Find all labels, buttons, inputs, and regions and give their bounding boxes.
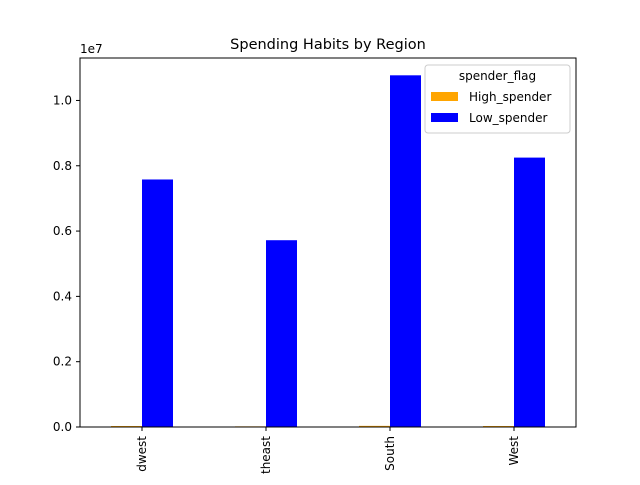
legend-label-1: Low_spender <box>469 111 547 125</box>
x-tick-label-3: West <box>507 436 521 466</box>
y-axis-offset-label: 1e7 <box>80 42 103 56</box>
plot-area: 0.0 0.2 0.4 0.6 0.8 1.0 dwest theast South West <box>53 57 577 474</box>
legend: spender_flag High_spender Low_spender <box>424 64 571 134</box>
y-tick-label-5: 1.0 <box>53 93 72 107</box>
x-tick-label-1: theast <box>259 436 273 474</box>
bar-low-spender-0 <box>142 179 173 427</box>
x-tick-label-2: South <box>383 436 397 471</box>
bar-high-spender-2 <box>359 425 390 427</box>
axes-frame <box>79 57 577 428</box>
y-tick-label-4: 0.8 <box>53 159 72 173</box>
x-tick-label-0: dwest <box>135 436 149 472</box>
legend-label-0: High_spender <box>469 90 551 104</box>
legend-title: spender_flag <box>459 69 536 83</box>
bar-low-spender-1 <box>266 240 297 427</box>
legend-swatch-1 <box>431 113 458 122</box>
chart-title: Spending Habits by Region <box>230 37 426 53</box>
bar-low-spender-3 <box>514 157 545 427</box>
legend-box <box>424 64 571 134</box>
y-tick-label-2: 0.4 <box>53 289 72 303</box>
x-axis-ticks: dwest theast South West <box>135 427 521 474</box>
bar-low-spender-2 <box>390 75 421 427</box>
legend-swatch-0 <box>431 92 458 101</box>
y-tick-label-3: 0.6 <box>53 224 72 238</box>
y-tick-label-0: 0.0 <box>53 420 72 434</box>
y-tick-label-1: 0.2 <box>53 355 72 369</box>
